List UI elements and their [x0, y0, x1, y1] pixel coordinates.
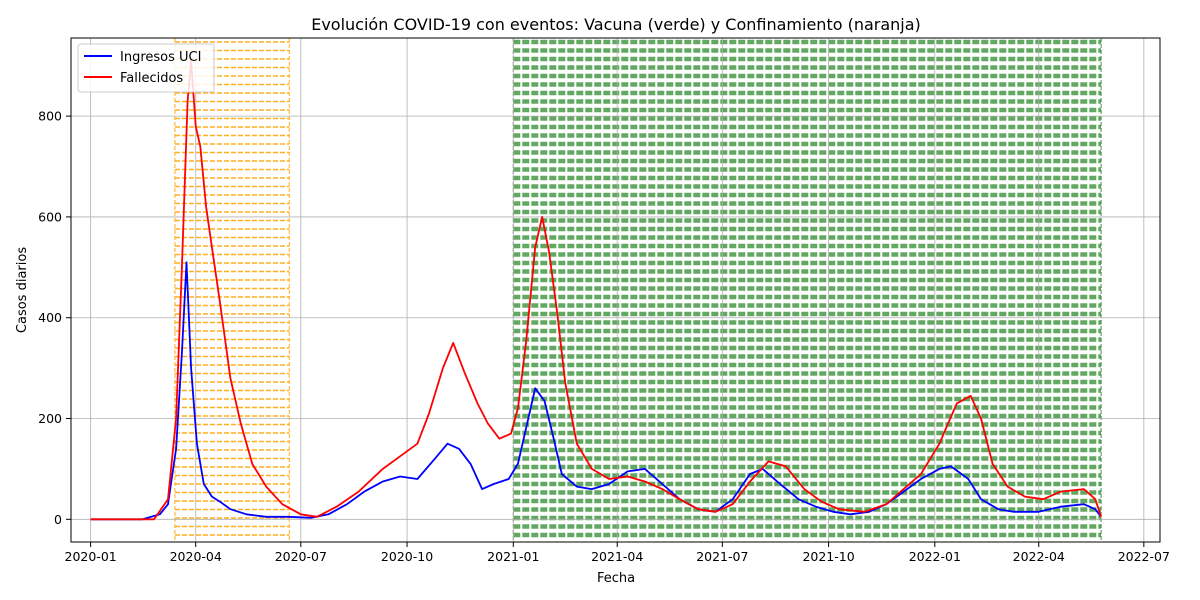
legend-label-fallecidos: Fallecidos: [120, 71, 183, 86]
series-line-ingresos-uci: [90, 261, 1102, 521]
x-axis-label: Fecha: [597, 571, 635, 586]
axes: 2020-01 2020-04 2020-07 2020-10 2021-01 2021-…: [38, 37, 1170, 564]
y-tick-label: 600: [38, 209, 62, 224]
x-tick-label: 2021-07: [696, 549, 748, 564]
y-tick-label: 200: [38, 411, 62, 426]
y-tick-label: 0: [54, 512, 62, 527]
series-lines: [90, 59, 1102, 521]
y-tick-label: 800: [38, 109, 62, 124]
axes-frame: [70, 37, 1161, 543]
x-tick-label: 2022-07: [1118, 549, 1170, 564]
y-axis-label: Casos diarios: [15, 247, 30, 333]
x-tick-label: 2020-01: [65, 549, 117, 564]
event-band-vacuna: [512, 38, 1102, 542]
event-band-confinamiento: [174, 38, 290, 542]
x-tick-label: 2020-04: [170, 549, 222, 564]
x-tick-label: 2021-04: [591, 549, 643, 564]
series-line-fallecidos: [90, 59, 1102, 521]
x-tick-label: 2022-01: [909, 549, 961, 564]
x-tick-label: 2020-10: [381, 549, 433, 564]
x-tick-label: 2021-10: [802, 549, 854, 564]
x-tick-label: 2022-04: [1013, 549, 1065, 564]
legend-label-ingresos-uci: Ingresos UCI: [120, 50, 201, 65]
x-tick-label: 2020-07: [275, 549, 327, 564]
legend: Ingresos UCI Fallecidos: [77, 43, 215, 93]
event-bands: [174, 38, 1102, 542]
chart-title: Evolución COVID-19 con eventos: Vacuna (…: [311, 15, 921, 34]
x-tick-label: 2021-01: [487, 549, 539, 564]
y-tick-label: 400: [38, 310, 62, 325]
grid-lines: [71, 38, 1160, 542]
